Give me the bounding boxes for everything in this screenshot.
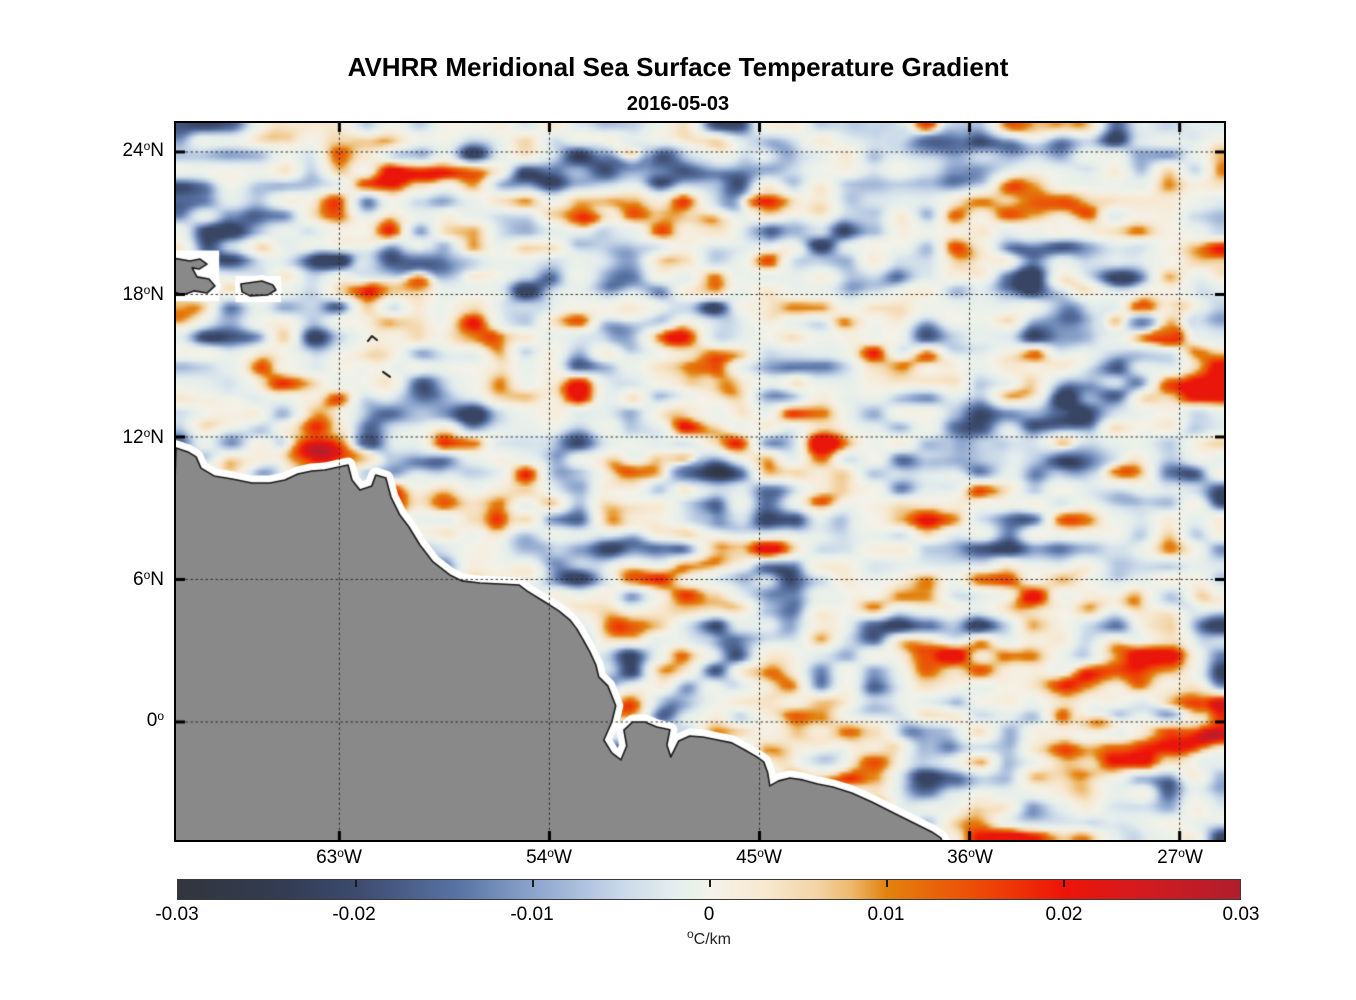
y-tick-label-18n: 18oN [122, 283, 164, 306]
colorbar-tick-mark [709, 880, 711, 887]
colorbar-tick-mark [1063, 880, 1065, 887]
figure-date: 2016-05-03 [626, 93, 730, 115]
x-tick-label-54w: 54oW [526, 846, 572, 868]
colorbar-tick-label-002: 0.02 [1045, 904, 1083, 925]
map-plot-area [174, 121, 1226, 842]
x-tick-label-45w: 45oW [736, 846, 782, 868]
colorbar-tick-label-neg003: -0.03 [155, 904, 199, 925]
colorbar-tick-label-neg001: -0.01 [510, 904, 554, 925]
colorbar-tick-label-001: 0.01 [867, 904, 905, 925]
colorbar-tick-mark [886, 880, 888, 887]
colorbar-tick-label-003: 0.03 [1222, 904, 1260, 925]
colorbar-tick-mark [355, 880, 357, 887]
y-tick-label-24n: 24oN [122, 139, 164, 162]
y-tick-label-12n: 12oN [122, 426, 164, 449]
colorbar [177, 879, 1241, 900]
colorbar-gradient [178, 880, 1240, 899]
colorbar-unit-label: oC/km [686, 927, 732, 948]
x-tick-label-63w: 63oW [316, 846, 362, 868]
colorbar-tick-mark [532, 880, 534, 887]
colorbar-tick-label-neg002: -0.02 [332, 904, 376, 925]
y-tick-label-6n: 6oN [133, 568, 164, 591]
colorbar-tick-label-0: 0 [703, 904, 715, 925]
x-tick-label-36w: 36oW [947, 846, 993, 868]
figure-title: AVHRR Meridional Sea Surface Temperature… [347, 52, 1009, 82]
sst-gradient-map-canvas [176, 123, 1224, 840]
x-tick-label-27w: 27oW [1157, 846, 1203, 868]
y-tick-label-0: 0o [146, 709, 164, 732]
